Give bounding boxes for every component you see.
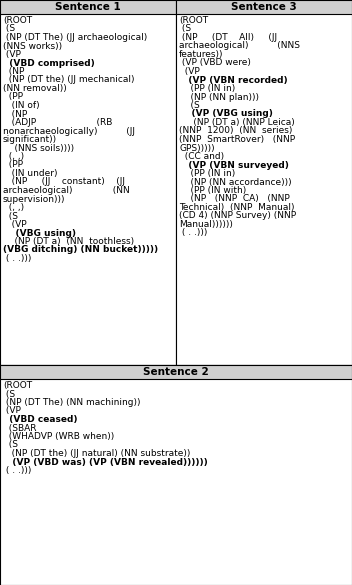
Bar — [176, 0, 352, 14]
Text: (S: (S — [179, 25, 191, 33]
Text: (NP (DT the) (JJ natural) (NN substrate)): (NP (DT the) (JJ natural) (NN substrate)… — [3, 449, 190, 458]
Text: supervision))): supervision))) — [3, 194, 65, 204]
Text: (VBG using): (VBG using) — [3, 229, 76, 238]
Text: (, ,): (, ,) — [3, 203, 24, 212]
Text: (VP: (VP — [3, 50, 21, 59]
Text: archaeological)          (NNS: archaeological) (NNS — [179, 42, 300, 50]
Text: (NNP  1200)  (NN  series): (NNP 1200) (NN series) — [179, 126, 293, 136]
Bar — [0, 0, 176, 365]
Text: (NNS soils)))): (NNS soils)))) — [3, 143, 74, 153]
Text: (NNP  SmartRover)   (NNP: (NNP SmartRover) (NNP — [179, 135, 295, 144]
Bar — [0, 365, 352, 585]
Text: (NP (NN accordance))): (NP (NN accordance))) — [179, 177, 291, 187]
Text: (PP (IN with): (PP (IN with) — [179, 186, 246, 195]
Text: ( . .))): ( . .))) — [179, 229, 207, 238]
Text: ( . .))): ( . .))) — [3, 466, 31, 475]
Text: (VP: (VP — [3, 407, 21, 415]
Text: nonarchaeologically)          (JJ: nonarchaeologically) (JJ — [3, 126, 135, 136]
Text: (NNS works)): (NNS works)) — [3, 42, 62, 50]
Bar — [0, 365, 352, 379]
Text: significant)): significant)) — [3, 135, 57, 144]
Text: (CC and): (CC and) — [179, 152, 224, 161]
Bar — [0, 0, 176, 14]
Text: (VP: (VP — [3, 220, 27, 229]
Text: (VP (VBN surveyed): (VP (VBN surveyed) — [179, 160, 289, 170]
Text: (PP (IN in): (PP (IN in) — [179, 84, 235, 93]
Text: (NN removal)): (NN removal)) — [3, 84, 67, 93]
Text: (VBD ceased): (VBD ceased) — [3, 415, 77, 424]
Text: (NP (DT the) (JJ mechanical): (NP (DT the) (JJ mechanical) — [3, 75, 134, 84]
Text: (ADJP                     (RB: (ADJP (RB — [3, 118, 112, 127]
Text: Technical)  (NNP  Manual): Technical) (NNP Manual) — [179, 203, 295, 212]
Text: (S: (S — [3, 390, 15, 398]
Text: (NP     (DT    All)     (JJ: (NP (DT All) (JJ — [179, 33, 277, 42]
Text: (NP (DT The) (NN machining)): (NP (DT The) (NN machining)) — [3, 398, 140, 407]
Text: Sentence 1: Sentence 1 — [55, 2, 121, 12]
Text: Sentence 2: Sentence 2 — [143, 367, 209, 377]
Text: (NP (NN plan))): (NP (NN plan))) — [179, 92, 259, 102]
Text: (NP: (NP — [3, 67, 24, 76]
Text: (NP: (NP — [3, 109, 27, 119]
Text: GPS))))): GPS))))) — [179, 143, 215, 153]
Text: (CD 4) (NNP Survey) (NNP: (CD 4) (NNP Survey) (NNP — [179, 212, 296, 221]
Text: (NP     (JJ    constant)    (JJ: (NP (JJ constant) (JJ — [3, 177, 125, 187]
Text: (IN under): (IN under) — [3, 169, 57, 178]
Text: archaeological)              (NN: archaeological) (NN — [3, 186, 130, 195]
Text: (ROOT: (ROOT — [3, 381, 32, 390]
Text: (, ,): (, ,) — [3, 152, 24, 161]
Text: features)): features)) — [179, 50, 224, 59]
Text: (SBAR: (SBAR — [3, 424, 37, 432]
Text: (PP: (PP — [3, 160, 23, 170]
Text: ( . .))): ( . .))) — [3, 254, 31, 263]
Text: (ROOT: (ROOT — [179, 16, 208, 25]
Text: (PP (IN in): (PP (IN in) — [179, 169, 235, 178]
Text: (NP (DT a)  (NN  toothless): (NP (DT a) (NN toothless) — [3, 237, 134, 246]
Text: (VP (VBD was) (VP (VBN revealed)))))): (VP (VBD was) (VP (VBN revealed)))))) — [3, 457, 208, 466]
Text: (PP: (PP — [3, 92, 23, 102]
Text: (S: (S — [3, 212, 18, 221]
Bar — [176, 0, 352, 365]
Text: (S: (S — [3, 25, 15, 33]
Text: (VBD comprised): (VBD comprised) — [3, 58, 95, 67]
Text: Manual)))))): Manual)))))) — [179, 220, 233, 229]
Text: (NP (DT The) (JJ archaeological): (NP (DT The) (JJ archaeological) — [3, 33, 147, 42]
Text: (ROOT: (ROOT — [3, 16, 32, 25]
Text: (WHADVP (WRB when)): (WHADVP (WRB when)) — [3, 432, 114, 441]
Text: (VP (VBD were): (VP (VBD were) — [179, 58, 251, 67]
Text: (IN of): (IN of) — [3, 101, 40, 110]
Text: (NP   (NNP  CA)   (NNP: (NP (NNP CA) (NNP — [179, 194, 290, 204]
Text: (S: (S — [3, 441, 18, 449]
Text: (VBG ditching) (NN bucket))))): (VBG ditching) (NN bucket))))) — [3, 246, 158, 254]
Text: (S: (S — [179, 101, 200, 110]
Text: (VP: (VP — [179, 67, 200, 76]
Text: Sentence 3: Sentence 3 — [231, 2, 297, 12]
Text: (VP (VBN recorded): (VP (VBN recorded) — [179, 75, 288, 84]
Text: (VP (VBG using): (VP (VBG using) — [179, 109, 273, 119]
Text: (NP (DT a) (NNP Leica): (NP (DT a) (NNP Leica) — [179, 118, 295, 127]
